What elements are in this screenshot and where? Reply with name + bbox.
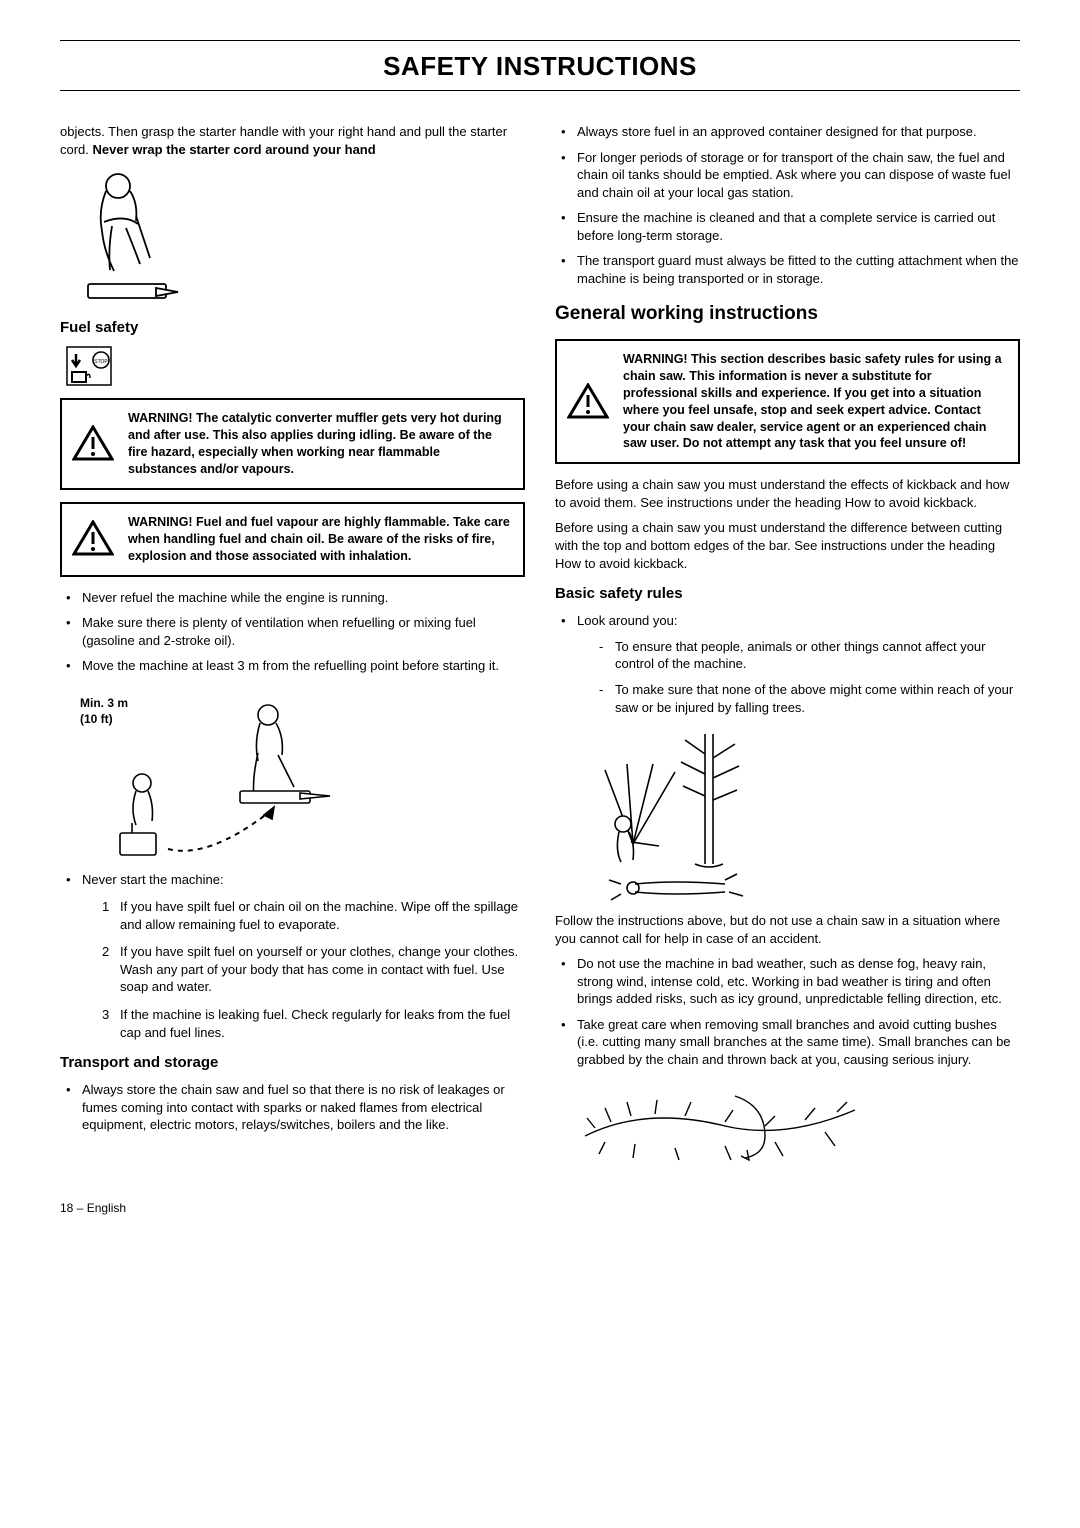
warning-icon: [72, 520, 114, 558]
warning-box-3: WARNING! This section describes basic sa…: [555, 339, 1020, 464]
left-column: objects. Then grasp the starter handle w…: [60, 115, 525, 1172]
svg-text:STOP: STOP: [94, 359, 108, 365]
intro-paragraph: objects. Then grasp the starter handle w…: [60, 123, 525, 158]
never-start-text: Never start the machine:: [82, 872, 224, 887]
never-start-list: Never start the machine: If you have spi…: [60, 871, 525, 1041]
transport-heading: Transport and storage: [60, 1053, 525, 1073]
list-item: If you have spilt fuel on yourself or yo…: [98, 943, 525, 996]
list-item: To ensure that people, animals or other …: [593, 638, 1020, 673]
look-around-text: Look around you:: [577, 613, 677, 628]
warning-text-2: WARNING! Fuel and fuel vapour are highly…: [128, 515, 510, 563]
weather-bullet-list: Do not use the machine in bad weather, s…: [555, 955, 1020, 1068]
look-around-sublist: To ensure that people, animals or other …: [593, 638, 1020, 716]
list-item: Take great care when removing small bran…: [555, 1016, 1020, 1069]
list-item: If you have spilt fuel or chain oil on t…: [98, 898, 525, 933]
intro-bold: Never wrap the starter cord around your …: [93, 142, 376, 157]
list-item: Move the machine at least 3 m from the r…: [60, 657, 525, 675]
look-around-list: Look around you: To ensure that people, …: [555, 612, 1020, 716]
page-title: SAFETY INSTRUCTIONS: [60, 40, 1020, 91]
fuel-bullet-list: Never refuel the machine while the engin…: [60, 589, 525, 675]
felling-tree-illustration: [575, 724, 1020, 904]
list-item: Never refuel the machine while the engin…: [60, 589, 525, 607]
list-item: Ensure the machine is cleaned and that a…: [555, 209, 1020, 244]
warning-icon: [567, 383, 609, 421]
follow-instructions-paragraph: Follow the instructions above, but do no…: [555, 912, 1020, 947]
stop-refuel-icon: STOP: [66, 346, 525, 386]
warning-text-3: WARNING! This section describes basic sa…: [623, 352, 1002, 450]
list-item: To make sure that none of the above migh…: [593, 681, 1020, 716]
list-item: Do not use the machine in bad weather, s…: [555, 955, 1020, 1008]
min-distance-illustration: Min. 3 m (10 ft): [80, 683, 525, 863]
storage-bullet-list: Always store fuel in an approved contain…: [555, 123, 1020, 287]
warning-text-1: WARNING! The catalytic converter muffler…: [128, 411, 502, 476]
transport-bullet-list: Always store the chain saw and fuel so t…: [60, 1081, 525, 1134]
branches-illustration: [575, 1076, 1020, 1166]
fuel-safety-heading: Fuel safety: [60, 318, 525, 338]
right-column: Always store fuel in an approved contain…: [555, 115, 1020, 1172]
list-item: For longer periods of storage or for tra…: [555, 149, 1020, 202]
kickback-paragraph-1: Before using a chain saw you must unders…: [555, 476, 1020, 511]
general-working-heading: General working instructions: [555, 301, 1020, 327]
fig-label-line2: (10 ft): [80, 712, 113, 726]
warning-box-2: WARNING! Fuel and fuel vapour are highly…: [60, 502, 525, 577]
basic-safety-heading: Basic safety rules: [555, 584, 1020, 604]
two-column-layout: objects. Then grasp the starter handle w…: [60, 115, 1020, 1172]
list-item: If the machine is leaking fuel. Check re…: [98, 1006, 525, 1041]
list-item: Make sure there is plenty of ventilation…: [60, 614, 525, 649]
list-item: Look around you: To ensure that people, …: [555, 612, 1020, 716]
warning-icon: [72, 425, 114, 463]
starter-illustration: [66, 166, 525, 306]
never-start-numlist: If you have spilt fuel or chain oil on t…: [98, 898, 525, 1041]
list-item: The transport guard must always be fitte…: [555, 252, 1020, 287]
page-footer: 18 – English: [60, 1200, 1020, 1216]
kickback-paragraph-2: Before using a chain saw you must unders…: [555, 519, 1020, 572]
list-item: Always store fuel in an approved contain…: [555, 123, 1020, 141]
list-item: Never start the machine: If you have spi…: [60, 871, 525, 1041]
fig-label-line1: Min. 3 m: [80, 696, 128, 710]
list-item: Always store the chain saw and fuel so t…: [60, 1081, 525, 1134]
warning-box-1: WARNING! The catalytic converter muffler…: [60, 398, 525, 490]
